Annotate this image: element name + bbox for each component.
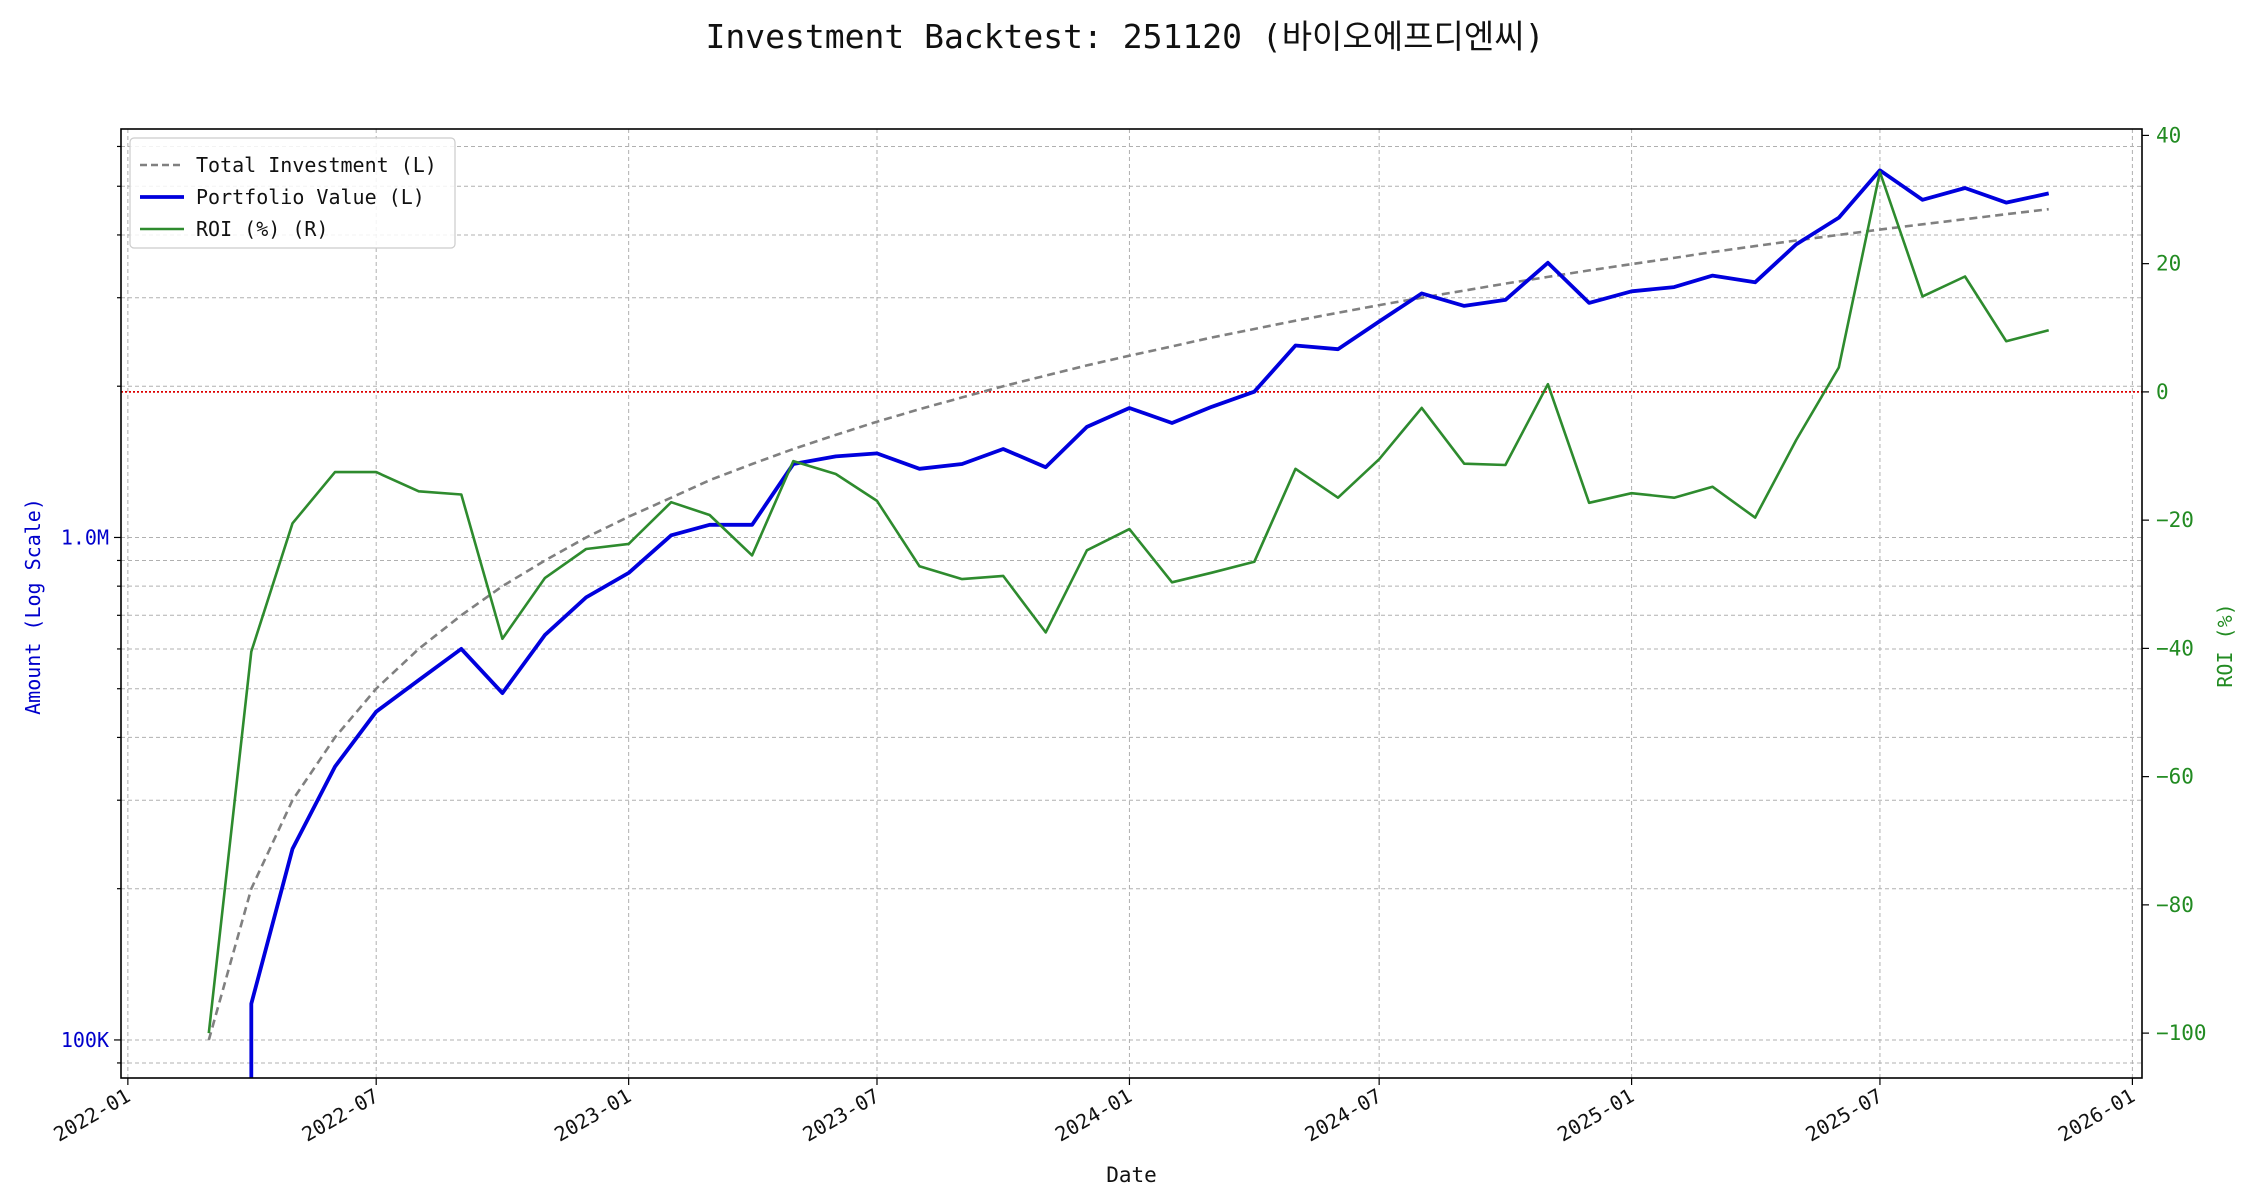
x-tick-label: 2022-01 xyxy=(49,1084,134,1147)
chart-title: Investment Backtest: 251120 (바이오에프디엔씨) xyxy=(706,17,1545,56)
plot-frame xyxy=(120,128,2143,1079)
right-tick-label: 20 xyxy=(2156,252,2181,276)
legend: Total Investment (L) Portfolio Value (L) R… xyxy=(129,137,456,249)
legend-label: Total Investment (L) xyxy=(196,153,437,177)
series-group xyxy=(207,168,2050,1078)
right-axis-label: ROI (%) xyxy=(2213,603,2237,687)
right-tick-label: −80 xyxy=(2156,893,2194,917)
right-tick-label: −100 xyxy=(2156,1021,2207,1045)
right-axis: 40 20 0 −20 −40 −60 −80 −100 xyxy=(2142,123,2207,1045)
total-investment-line xyxy=(207,207,2049,1041)
x-tick-label: 2025-07 xyxy=(1801,1084,1886,1147)
x-tick-label: 2025-01 xyxy=(1553,1084,1638,1147)
x-tick-label: 2024-07 xyxy=(1301,1084,1386,1147)
right-tick-label: 40 xyxy=(2156,123,2181,147)
left-tick-label: 100K xyxy=(61,1028,109,1052)
x-axis: 2022-01 2022-07 2023-01 2023-07 2024-01 2024-… xyxy=(49,1078,2139,1146)
right-tick-label: −40 xyxy=(2156,636,2194,660)
x-tick-label: 2024-01 xyxy=(1051,1084,1136,1147)
roi-line xyxy=(207,170,2050,1034)
x-axis-label: Date xyxy=(1106,1163,1157,1187)
right-tick-label: −60 xyxy=(2156,765,2194,789)
legend-box xyxy=(129,137,456,249)
legend-label: ROI (%) (R) xyxy=(196,217,328,241)
x-tick-label: 2026-01 xyxy=(2054,1084,2139,1147)
right-tick-label: −20 xyxy=(2156,508,2194,532)
left-tick-label: 1.0M xyxy=(61,525,109,549)
legend-label: Portfolio Value (L) xyxy=(196,185,425,209)
right-tick-label: 0 xyxy=(2156,380,2169,404)
left-axis: 100K 1.0M xyxy=(61,145,121,1064)
x-tick-label: 2023-01 xyxy=(550,1084,635,1147)
left-axis-label: Amount (Log Scale) xyxy=(21,498,45,715)
x-tick-label: 2022-07 xyxy=(298,1084,383,1147)
grid xyxy=(121,129,2142,1078)
portfolio-value-line xyxy=(249,168,2050,1078)
x-tick-label: 2023-07 xyxy=(798,1084,883,1147)
